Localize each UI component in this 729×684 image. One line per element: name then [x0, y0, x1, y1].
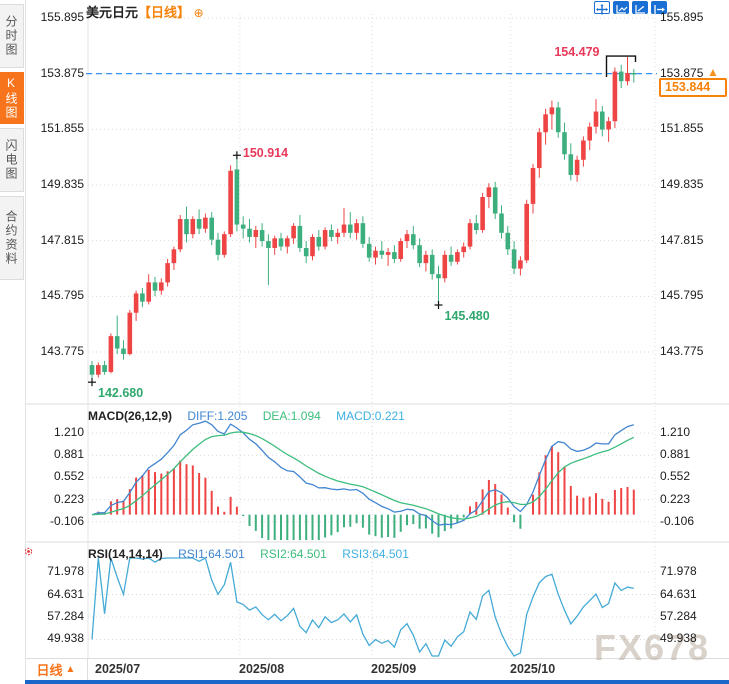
macd-tick-label: 0.552: [53, 469, 84, 484]
rsi-tick-label: 57.284: [47, 609, 84, 623]
indicator-settings-icon[interactable]: [22, 545, 35, 558]
price-tick-label: 155.895: [40, 10, 84, 24]
price-tick-label: 153.875: [40, 65, 84, 80]
date-label: 2025/09: [371, 662, 417, 676]
rsi-tick-label: 49.938: [47, 631, 84, 646]
price-tick-label: 145.795: [660, 288, 704, 303]
chart-toolbar: [594, 1, 667, 15]
macd-tick-label: 0.881: [53, 447, 84, 462]
price-tick-label: 151.855: [40, 121, 84, 136]
date-label: 2025/07: [95, 662, 141, 676]
period-selector[interactable]: 日线 ▲: [25, 659, 88, 680]
macd-tick-label: 1.210: [53, 425, 84, 439]
macd-dea-value: DEA:1.094: [262, 409, 321, 423]
price-tick-label: 147.815: [660, 232, 704, 247]
sidebar-item-timeline-chart[interactable]: 分时图: [0, 4, 24, 68]
rsi-tick-label: 57.284: [660, 609, 697, 623]
rsi-tick-label: 71.978: [47, 564, 84, 578]
macd-tick-label: 0.881: [660, 447, 691, 462]
chart-title: 美元日元【日线】 ⊕: [86, 2, 204, 21]
price-tick-label: 145.795: [40, 288, 84, 303]
price-tick-label: 153.875: [660, 65, 704, 80]
symbol-name: 美元日元: [86, 5, 139, 20]
exit-chart-icon[interactable]: [651, 1, 667, 14]
horizontal-scrollbar[interactable]: [25, 680, 729, 684]
rsi-tick-label: 64.631: [660, 586, 697, 601]
price-annotation: 154.479: [554, 45, 600, 60]
axis-fit-icon[interactable]: [613, 1, 629, 14]
rsi1-value: RSI1:64.501: [178, 547, 245, 561]
macd-tick-label: 1.210: [660, 425, 691, 439]
rsi-title: RSI(14,14,14): [88, 547, 163, 561]
price-annotation: 150.914: [242, 146, 289, 161]
macd-tick-label: -0.106: [49, 513, 84, 528]
price-annotation: 142.680: [98, 386, 144, 401]
macd-tick-label: 0.552: [660, 469, 691, 484]
price-tick-label: 143.775: [40, 343, 84, 358]
rsi2-value: RSI2:64.501: [260, 547, 327, 561]
macd-value: MACD:0.221: [336, 409, 405, 423]
axis-zoom-icon[interactable]: [632, 1, 648, 14]
price-tick-label: 149.835: [660, 176, 704, 191]
macd-header: MACD(26,12,9) DIFF:1.205 DEA:1.094 MACD:…: [88, 409, 417, 423]
price-up-arrow-icon: ▲: [707, 65, 719, 79]
sidebar-item-kline-chart[interactable]: K线图: [0, 72, 24, 124]
macd-title: MACD(26,12,9): [88, 409, 173, 423]
expand-icon[interactable]: ⊕: [193, 6, 204, 20]
rsi-tick-label: 71.978: [660, 564, 697, 578]
period-label: 日线: [36, 663, 63, 678]
price-tick-label: 155.895: [660, 10, 704, 24]
date-label: 2025/10: [510, 662, 556, 676]
sidebar: 分时图 K线图 闪电图 合约资料: [0, 0, 26, 684]
rsi-header: RSI(14,14,14) RSI1:64.501 RSI2:64.501 RS…: [88, 547, 421, 561]
macd-diff-value: DIFF:1.205: [187, 409, 248, 423]
rsi-tick-label: 49.938: [660, 631, 697, 646]
period-arrow-icon: ▲: [65, 664, 76, 675]
sidebar-item-lightning-chart[interactable]: 闪电图: [0, 128, 24, 192]
price-tick-label: 147.815: [40, 232, 84, 247]
price-tick-label: 143.775: [660, 343, 704, 358]
macd-tick-label: 0.223: [53, 491, 84, 506]
sidebar-item-contract-info[interactable]: 合约资料: [0, 196, 24, 280]
price-annotation: 145.480: [444, 309, 490, 323]
rsi-tick-label: 64.631: [47, 586, 84, 601]
macd-tick-label: 0.223: [660, 491, 691, 506]
price-tick-label: 149.835: [40, 176, 84, 191]
macd-tick-label: -0.106: [660, 513, 695, 528]
price-tick-label: 151.855: [660, 121, 704, 136]
current-price-badge: 153.844: [659, 78, 727, 97]
date-label: 2025/08: [239, 662, 285, 676]
rsi3-value: RSI3:64.501: [342, 547, 409, 561]
crosshair-move-icon[interactable]: [594, 1, 610, 15]
period-tag: 【日线】: [138, 5, 191, 20]
